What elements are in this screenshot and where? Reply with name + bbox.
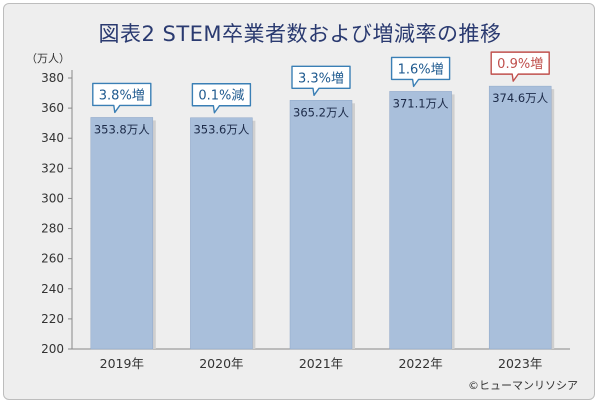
bar-value-label: 353.8万人: [94, 122, 150, 136]
x-tick-label: 2023年: [498, 356, 542, 371]
change-callout-label: 3.3%増: [298, 71, 344, 86]
y-tick-label: 260: [41, 252, 64, 266]
y-tick-label: 220: [41, 312, 64, 326]
change-callout-box: [92, 82, 152, 114]
change-callout-box: [390, 56, 451, 88]
bar: [289, 100, 353, 350]
bar-value-label: 353.6万人: [193, 123, 249, 137]
y-tick-label: 300: [41, 191, 64, 205]
change-callout-box: [490, 51, 550, 82]
change-callout-box: [291, 65, 351, 96]
y-tick-label: 340: [41, 131, 64, 145]
change-callout-label: 3.8%増: [99, 88, 145, 103]
change-callout-label: 0.1%減: [198, 88, 244, 104]
y-tick-label: 360: [41, 101, 64, 115]
bar: [190, 117, 253, 350]
bar: [90, 117, 154, 350]
y-tick-label: 280: [41, 222, 64, 236]
bar-value-label: 374.6万人: [492, 91, 548, 105]
x-tick-label: 2020年: [199, 356, 243, 371]
y-axis-unit-label: （万人）: [26, 52, 70, 65]
y-tick-label: 320: [41, 161, 64, 175]
change-callout-box: [191, 83, 252, 114]
x-tick-label: 2022年: [398, 356, 442, 371]
chart-title: 図表2 STEM卒業者数および増減率の推移: [98, 22, 502, 46]
x-tick-label: 2019年: [100, 356, 144, 371]
y-tick-label: 380: [41, 71, 64, 85]
x-tick-label: 2021年: [299, 356, 343, 371]
bar: [488, 85, 552, 350]
change-callout-label: 1.6%増: [398, 62, 444, 77]
copyright-credit: ©ヒューマンリソシア: [468, 379, 578, 392]
bar-value-label: 365.2万人: [293, 105, 349, 119]
y-tick-label: 200: [41, 342, 64, 356]
y-tick-label: 240: [41, 282, 64, 296]
bar: [389, 91, 452, 350]
bar-value-label: 371.1万人: [393, 96, 449, 110]
change-callout-label: 0.9%増: [497, 57, 543, 72]
